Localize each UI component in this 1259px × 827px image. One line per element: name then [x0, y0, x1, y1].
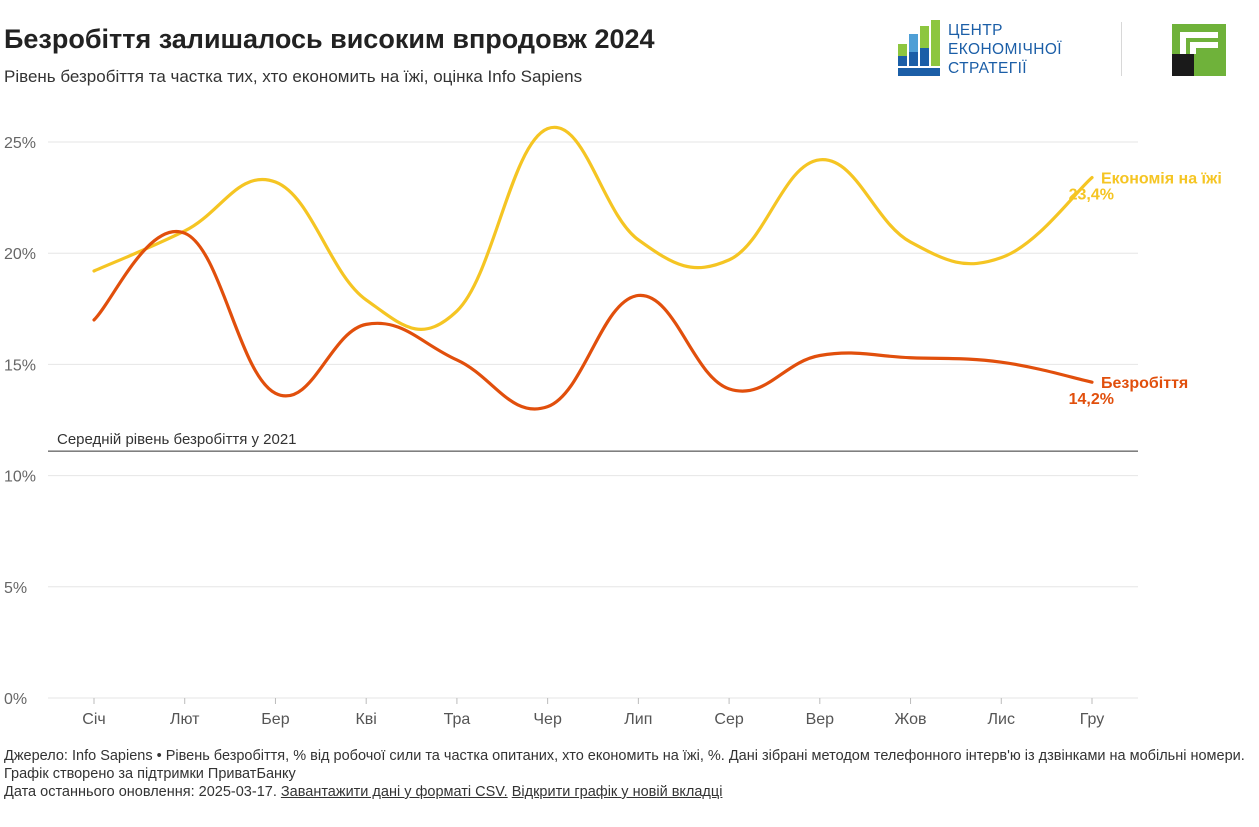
series-name-unemployment: Безробіття	[1101, 375, 1188, 392]
x-tick-label: Жов	[895, 711, 927, 728]
open-new-tab-link[interactable]: Відкрити графік у новій вкладці	[511, 784, 723, 800]
ces-logo-line-3: СТРАТЕГІЇ	[948, 60, 1027, 77]
ces-logo[interactable]: ЦЕНТР ЕКОНОМІЧНОЇ СТРАТЕГІЇ	[896, 20, 1086, 80]
footer-meta: Дата останнього оновлення: 2025-03-17. З…	[4, 783, 1254, 801]
x-tick-label: Лип	[624, 711, 652, 728]
ces-logo-text: ЦЕНТР ЕКОНОМІЧНОЇ СТРАТЕГІЇ	[948, 21, 1062, 78]
grid-lines	[48, 141, 1138, 699]
series-end-value-food-saving: 23,4%	[1069, 187, 1114, 204]
source-note: Джерело: Info Sapiens • Рівень безробітт…	[4, 748, 1245, 782]
series-end-value-unemployment: 14,2%	[1069, 391, 1114, 408]
series-line-food-saving	[92, 125, 1094, 331]
ces-logo-line-1: ЦЕНТР	[948, 22, 1003, 39]
y-tick-label: 5%	[4, 580, 27, 597]
y-tick-label: 10%	[4, 469, 36, 486]
footer: Джерело: Info Sapiens • Рівень безробітт…	[4, 747, 1254, 801]
privatbank-logo-icon[interactable]	[1172, 24, 1226, 76]
x-tick-label: Тра	[444, 711, 471, 728]
reference-line-label: Середній рівень безробіття у 2021	[57, 431, 297, 448]
x-tick-label: Вер	[806, 711, 835, 728]
x-tick-label: Гру	[1080, 711, 1104, 728]
x-tick-label: Лют	[170, 711, 200, 728]
series-lines	[92, 125, 1094, 411]
x-tick-label: Бер	[261, 711, 289, 728]
y-axis-ticks: 0% 5% 10% 15% 20% 25%	[4, 135, 36, 708]
y-tick-label: 20%	[4, 246, 36, 263]
bar-chart-logo-icon	[898, 20, 940, 76]
logo-divider	[1121, 22, 1122, 76]
download-csv-link[interactable]: Завантажити дані у форматі CSV.	[280, 784, 508, 800]
y-tick-label: 0%	[4, 691, 27, 708]
series-line-unemployment	[92, 229, 1094, 411]
chart-subtitle: Рівень безробіття та частка тих, хто еко…	[4, 67, 583, 86]
reference-line: Середній рівень безробіття у 2021	[48, 431, 1138, 452]
x-tick-label: Чер	[533, 711, 562, 728]
update-date: Дата останнього оновлення: 2025-03-17.	[4, 784, 277, 800]
series-name-food-saving: Економія на їжі	[1101, 171, 1222, 188]
line-chart: 0% 5% 10% 15% 20% 25% Січ Лют Бер Кві Тра Чер Лип Се…	[4, 125, 1222, 728]
x-axis-ticks: Січ Лют Бер Кві Тра Чер Лип Сер Вер Жов Лис Гру	[82, 698, 1104, 728]
y-tick-label: 15%	[4, 357, 36, 374]
x-tick-label: Січ	[82, 711, 105, 728]
chart-title: Безробіття залишалось високим впродовж 2…	[4, 24, 655, 54]
y-tick-label: 25%	[4, 135, 36, 152]
x-tick-label: Кві	[355, 711, 376, 728]
ces-logo-line-2: ЕКОНОМІЧНОЇ	[948, 41, 1063, 58]
x-tick-label: Сер	[714, 711, 743, 728]
x-tick-label: Лис	[988, 711, 1015, 728]
